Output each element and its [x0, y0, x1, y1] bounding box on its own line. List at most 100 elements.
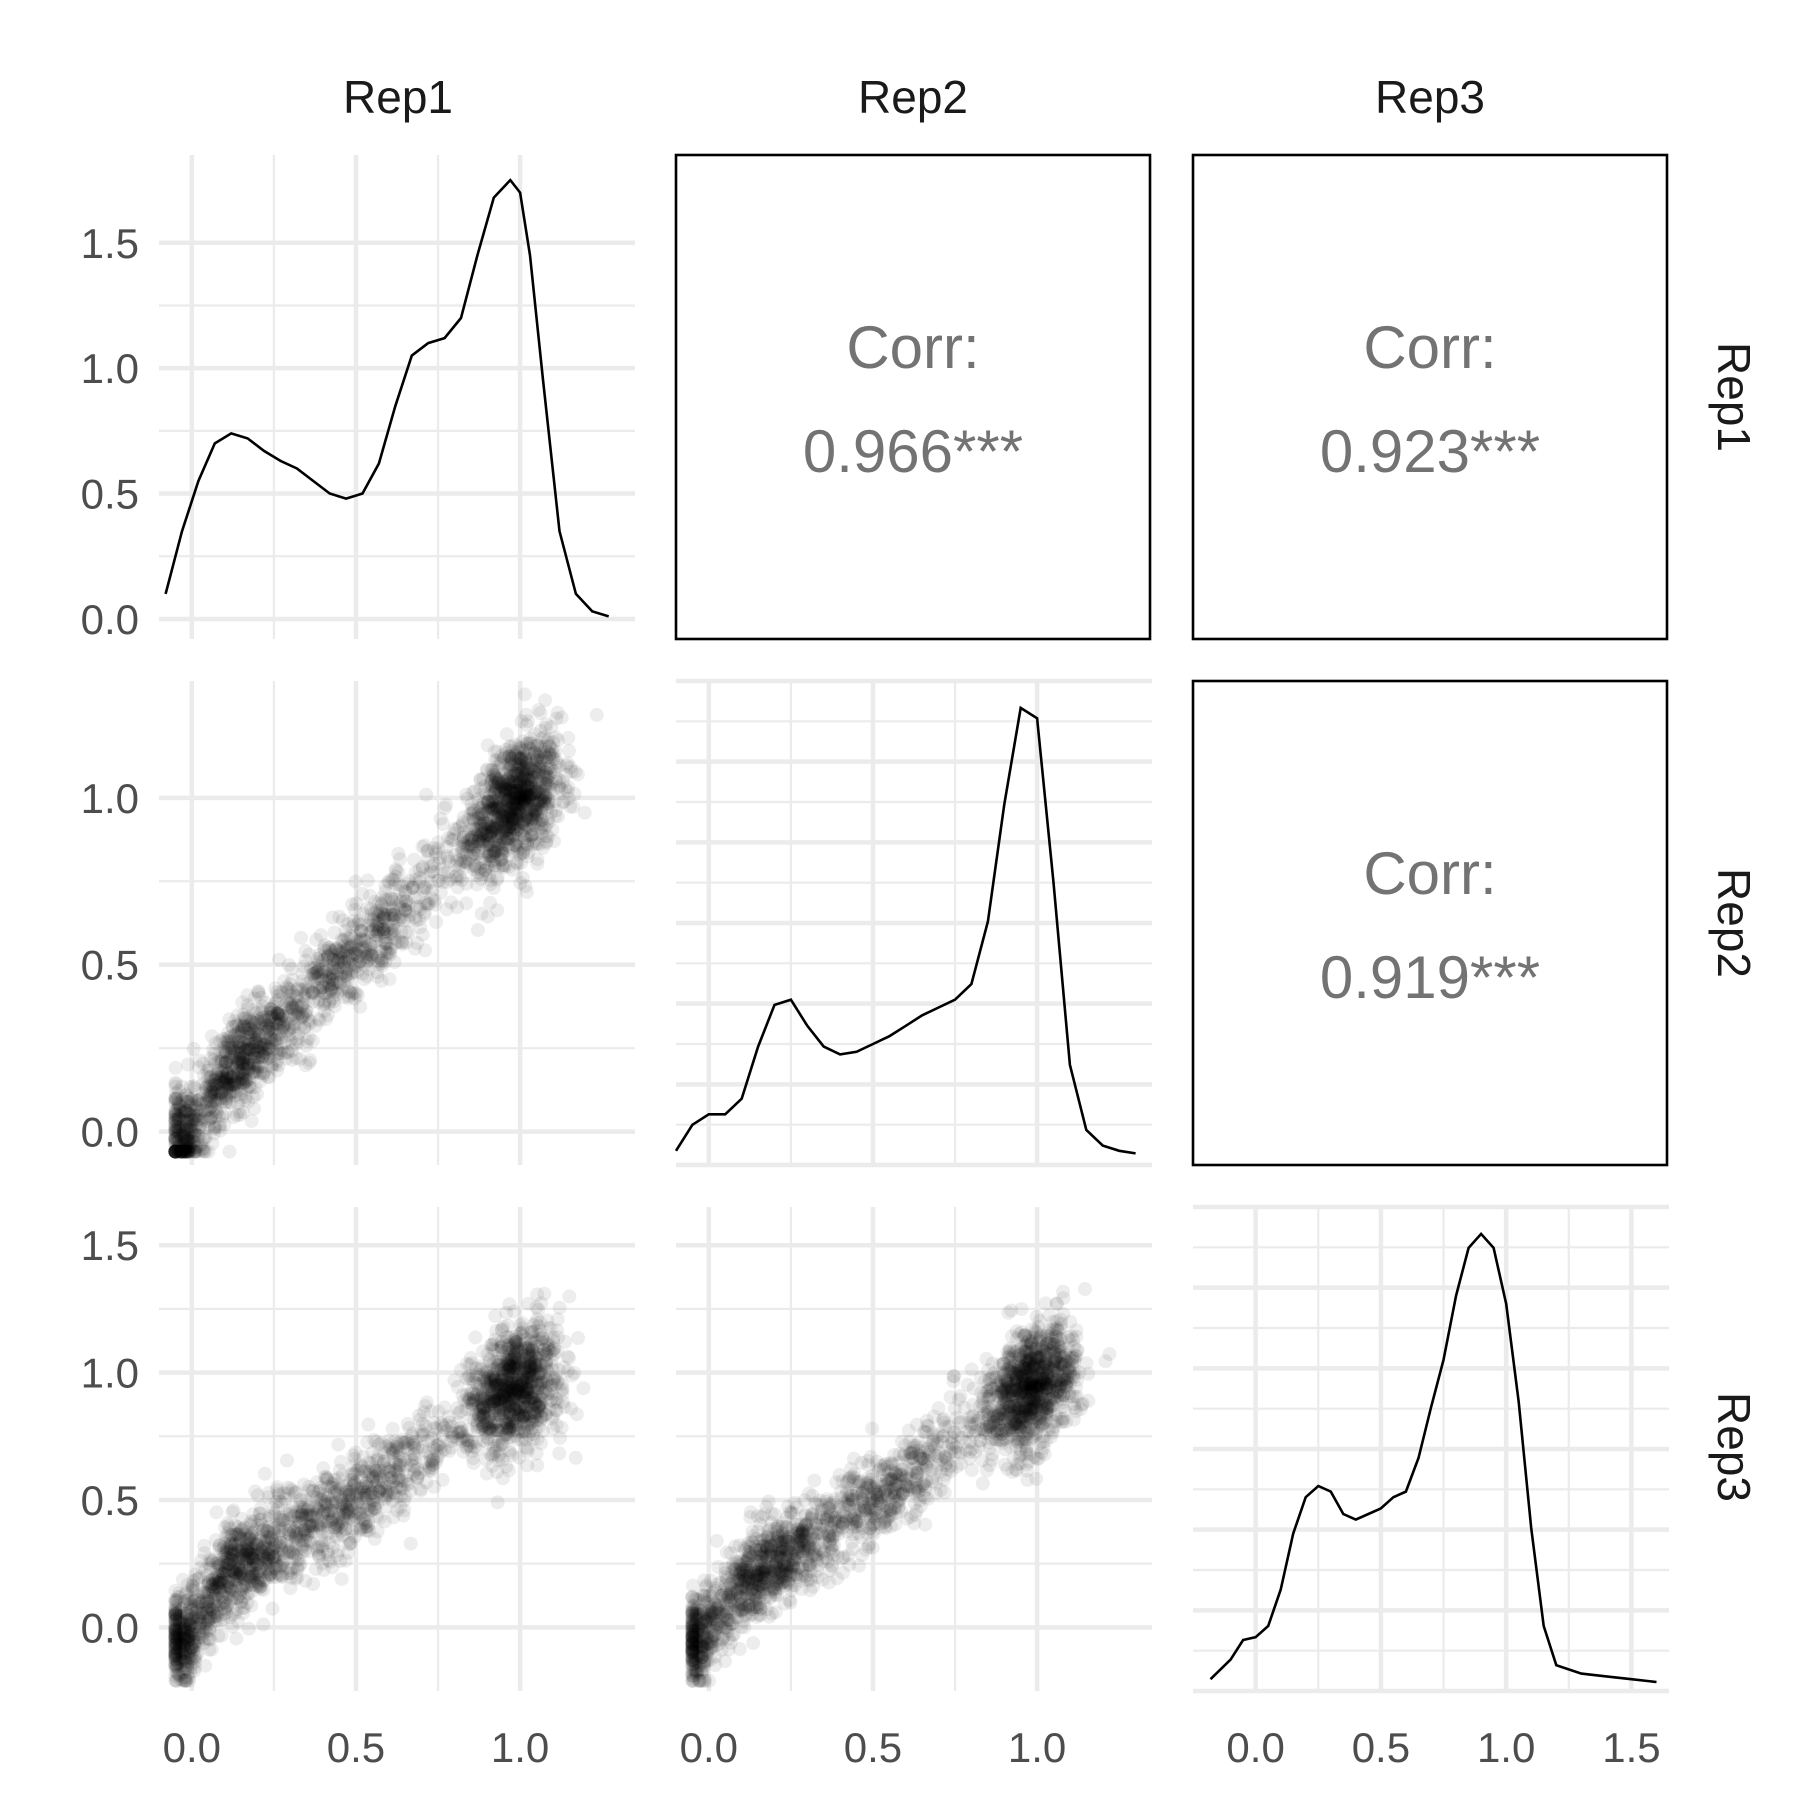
scatter-point [536, 787, 551, 802]
scatter-point [480, 738, 495, 753]
scatter-point [393, 901, 408, 915]
scatter-point [336, 960, 351, 975]
scatter-point [218, 1054, 233, 1069]
scatter-point [497, 781, 512, 796]
scatter-point [168, 1144, 183, 1159]
scatter-point [500, 810, 515, 825]
scatter-point [576, 1381, 591, 1396]
scatter-point [221, 1033, 236, 1048]
scatter-point [302, 1017, 316, 1032]
scatter-point [270, 1006, 285, 1021]
scatter-point [275, 1008, 290, 1023]
scatter-point [540, 761, 555, 776]
scatter-point [524, 780, 539, 794]
scatter-point [473, 772, 488, 787]
scatter-point [267, 1005, 282, 1020]
scatter-point [341, 955, 356, 969]
scatter-point [492, 1447, 507, 1462]
scatter-point [230, 1008, 245, 1023]
scatter-point [265, 1060, 280, 1075]
scatter-point [483, 848, 498, 863]
scatter-point [228, 1032, 242, 1047]
scatter-point [180, 1113, 195, 1128]
scatter-point [179, 1133, 194, 1147]
scatter-point [340, 973, 355, 988]
scatter-point [540, 734, 554, 749]
scatter-point [502, 840, 517, 855]
scatter-point [516, 799, 530, 813]
scatter-point [345, 952, 360, 967]
scatter-point [370, 954, 385, 969]
scatter-point [489, 800, 504, 815]
scatter-point [239, 1041, 254, 1056]
scatter-point [549, 803, 563, 818]
scatter-point [238, 1071, 253, 1086]
scatter-point [387, 911, 402, 926]
scatter-point [168, 1144, 183, 1159]
scatter-point [383, 908, 398, 923]
scatter-point [322, 977, 337, 992]
scatter-point [272, 952, 287, 967]
scatter-point [478, 863, 493, 878]
scatter-point [168, 1132, 183, 1147]
scatter-point [338, 968, 353, 983]
scatter-point [505, 799, 520, 814]
scatter-point [272, 1012, 287, 1027]
scatter-point [237, 1042, 252, 1057]
scatter-point [516, 772, 531, 787]
scatter-point [168, 1144, 183, 1159]
scatter-point [239, 1061, 254, 1076]
scatter-point [473, 871, 488, 886]
scatter-point [375, 906, 390, 921]
scatter-point [513, 793, 527, 808]
scatter-point [494, 794, 509, 809]
scatter-point [528, 797, 543, 812]
scatter-point [357, 942, 372, 957]
scatter-point [219, 1077, 234, 1092]
scatter-point [516, 791, 531, 806]
scatter-point [311, 968, 326, 983]
scatter-point [221, 1065, 236, 1080]
scatter-point [464, 839, 479, 854]
scatter-point [495, 845, 510, 860]
scatter-point [256, 1617, 271, 1632]
scatter-point [325, 977, 340, 992]
scatter-point [251, 1044, 266, 1059]
scatter-point [192, 1107, 207, 1122]
scatter-point [213, 1044, 228, 1059]
scatter-point [518, 751, 533, 766]
scatter-point [533, 761, 548, 776]
scatter-point [512, 805, 527, 820]
scatter-point [408, 941, 422, 956]
scatter-point [277, 1029, 292, 1044]
scatter-point [466, 806, 480, 821]
panel-grid [159, 681, 635, 1165]
scatter-point [188, 1128, 203, 1143]
scatter-point [475, 823, 489, 838]
scatter-point [495, 813, 510, 828]
scatter-point [479, 787, 494, 802]
scatter-point [518, 755, 533, 770]
scatter-point [253, 1039, 268, 1054]
scatter-point [335, 913, 350, 928]
scatter-point [304, 986, 319, 1001]
scatter-point [483, 835, 497, 850]
scatter-point [169, 1124, 184, 1139]
scatter-point [371, 949, 385, 964]
scatter-point [340, 961, 355, 976]
scatter-point [470, 923, 485, 938]
scatter-point [412, 874, 427, 889]
scatter-point [341, 931, 356, 946]
scatter-point [543, 747, 558, 762]
scatter-point [168, 1108, 183, 1123]
scatter-point [431, 841, 446, 856]
scatter-point [456, 847, 471, 862]
scatter-point [168, 1144, 183, 1159]
scatter-point [206, 1052, 221, 1067]
scatter-point [321, 948, 336, 963]
scatter-point [282, 958, 296, 972]
scatter-point [527, 818, 542, 833]
scatter-point [478, 816, 493, 831]
scatter-point [504, 784, 519, 799]
scatter-point [293, 1011, 308, 1026]
